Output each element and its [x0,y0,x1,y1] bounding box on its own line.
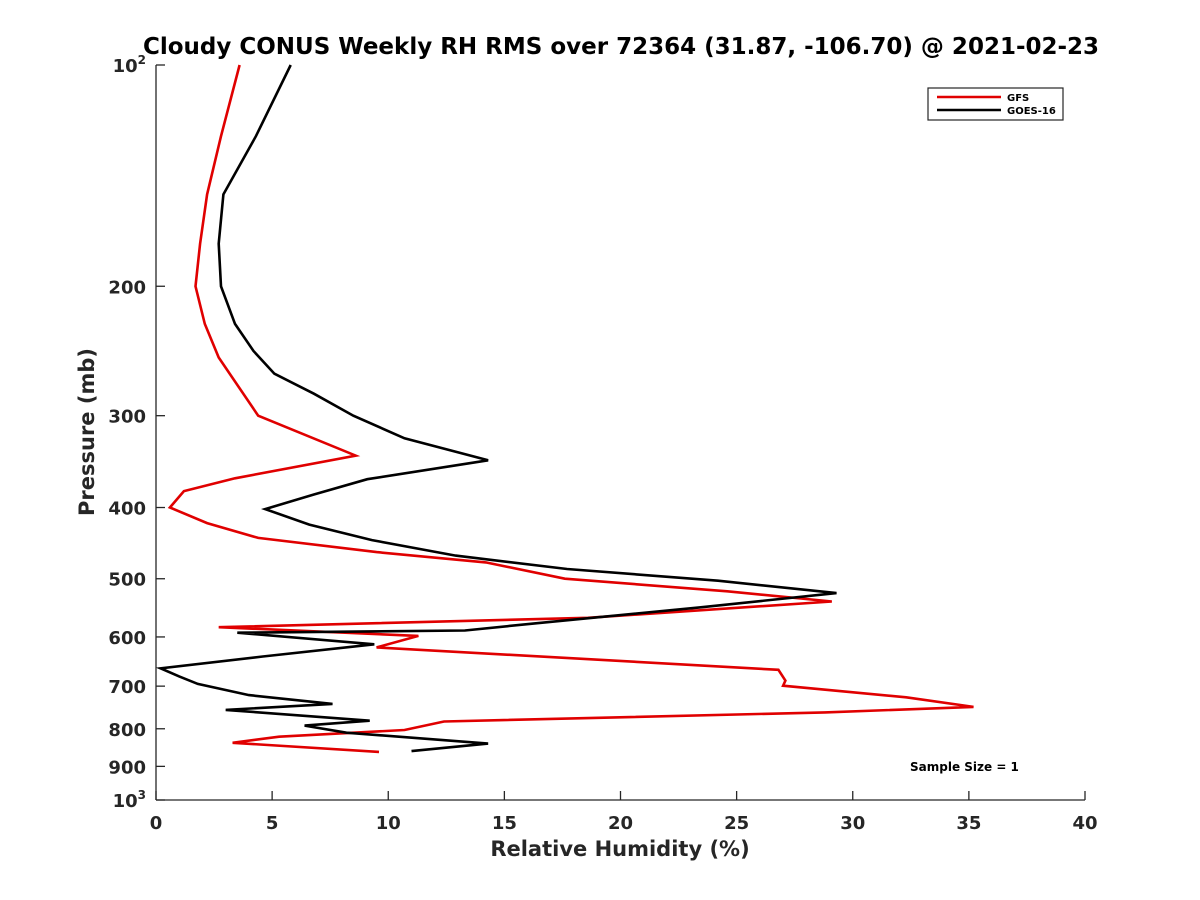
series-line-goes16 [155,64,837,753]
x-axis-label: Relative Humidity (%) [490,837,749,861]
y-tick-label: 500 [108,570,146,591]
series-line-gfs [167,64,974,754]
legend-label-goes16: GOES-16 [1007,106,1056,117]
x-tick-label: 0 [150,813,163,834]
x-tick-label: 5 [266,813,279,834]
y-tick-label: 800 [108,720,146,741]
legend: GFS GOES-16 [927,87,1064,121]
y-tick-label: 200 [108,277,146,298]
y-axis: 102 200 300 400 500 600 700 800 900 103 [108,53,165,812]
y-axis-label: Pressure (mb) [75,348,99,516]
y-tick-label: 400 [108,499,146,520]
y-tick-label: 700 [108,677,146,698]
y-tick-label: 600 [108,628,146,649]
x-tick-label: 30 [840,813,865,834]
series-layer [155,64,974,754]
x-tick-label: 20 [608,813,633,834]
plot-area [155,65,1085,801]
x-tick-label: 10 [376,813,401,834]
y-tick-label: 102 [113,53,146,77]
x-tick-label: 15 [492,813,517,834]
x-tick-label: 35 [956,813,981,834]
y-tick-label: 300 [108,407,146,428]
chart-title: Cloudy CONUS Weekly RH RMS over 72364 (3… [143,34,1099,60]
legend-label-gfs: GFS [1007,93,1029,104]
x-tick-label: 25 [724,813,749,834]
y-tick-label: 900 [108,757,146,778]
y-tick-label: 103 [113,788,146,812]
legend-box [927,87,1064,121]
sample-size-annotation: Sample Size = 1 [910,760,1019,774]
x-axis: 0 5 10 15 20 25 30 35 40 [150,791,1098,834]
x-tick-label: 40 [1072,813,1097,834]
